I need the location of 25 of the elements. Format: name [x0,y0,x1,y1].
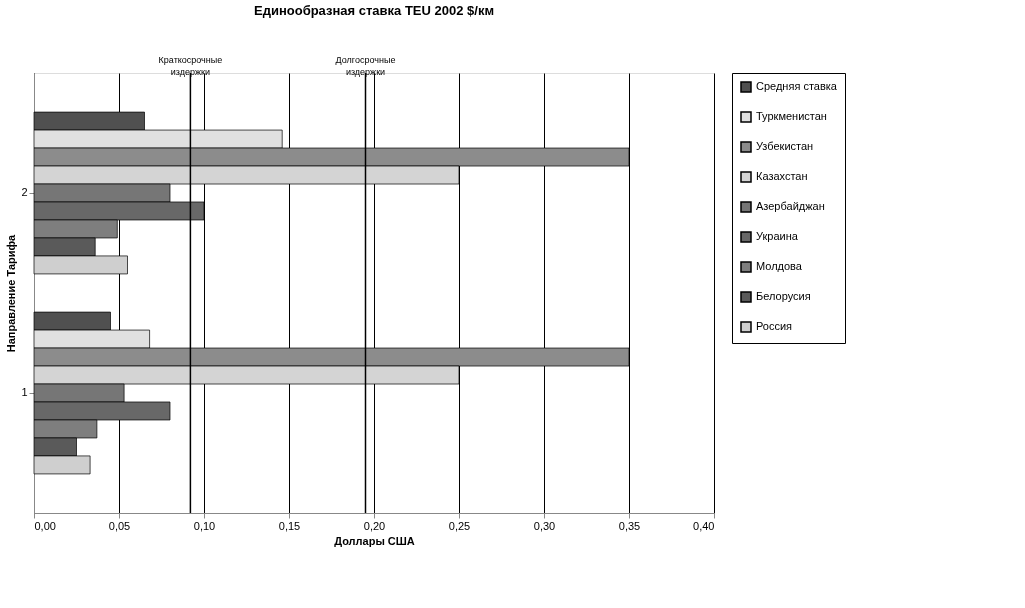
x-tick-label: 0,35 [618,519,641,532]
y-tick-label: 2 [21,186,28,198]
x-tick-label: 0,30 [533,519,556,532]
ref-line-label: Краткосрочные издержки [158,55,223,77]
x-axis-title: Доллары США [334,534,415,547]
x-tick-label: 0,10 [193,519,216,532]
x-tick-label: 0,15 [278,519,301,532]
x-tick-label: 0,40 [693,519,715,532]
legend-label: Россия [756,320,793,332]
x-tick-label: 0,05 [108,519,131,532]
chart-title: Единообразная ставка TEU 2002 $/км [253,3,495,18]
legend-label: Азербайджан [756,200,825,212]
ref-line-label: Долгосрочные издержки [335,55,396,77]
x-tick-label: 0,25 [448,519,471,532]
x-tick-label: 0,00 [34,519,56,532]
y-tick-label: 1 [21,386,28,398]
legend-label: Украина [756,230,799,242]
legend-label: Белорусия [756,290,811,302]
legend-label: Молдова [756,260,803,272]
legend-label: Казахстан [756,170,808,182]
legend-label: Узбекистан [756,140,814,152]
legend-label: Туркменистан [756,110,827,122]
y-axis-title: Направление Тарифа [5,233,18,353]
x-tick-label: 0,20 [363,519,386,532]
legend-label: Средняя ставка [756,80,838,92]
